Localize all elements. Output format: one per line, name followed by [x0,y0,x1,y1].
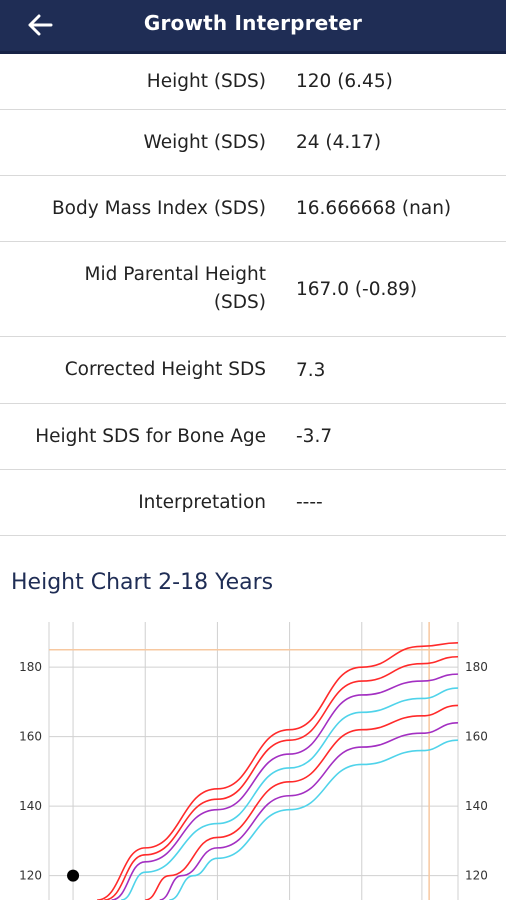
result-label: Height (SDS) [146,70,266,92]
result-value: ---- [296,492,323,513]
chart-title: Height Chart 2-18 Years [11,570,274,595]
y-tick-label-right: 160 [465,730,488,744]
result-label: Corrected Height SDS [64,359,266,380]
percentile-curve-4 [120,687,459,900]
result-value: 7.3 [296,359,326,381]
percentile-curve-7 [169,739,459,900]
result-row-height: Height (SDS) 120 (6.45) [0,54,506,110]
percentile-curve-1 [97,642,459,900]
result-row-mid-parental-height: Mid Parental Height (SDS) 167.0 (-0.89) [0,242,506,337]
y-tick-label-right: 140 [465,799,488,813]
result-label: Interpretation [138,491,266,513]
result-label: Height SDS for Bone Age [35,425,266,447]
percentile-curve-5 [145,704,459,900]
patient-height-point [67,869,80,882]
result-value: 120 (6.45) [296,71,393,92]
percentile-curve-2 [104,655,459,900]
result-label: Mid Parental Height (SDS) [84,264,266,313]
result-label: Body Mass Index (SDS) [51,197,266,219]
y-tick-label-left: 180 [19,660,42,674]
percentile-curve-3 [111,673,459,900]
page-title: Growth Interpreter [143,11,363,35]
app-bar: Growth Interpreter [0,0,506,54]
result-row-weight: Weight (SDS) 24 (4.17) [0,110,506,176]
y-tick-label-right: 120 [465,869,488,883]
result-row-corrected-height: Corrected Height SDS 7.3 [0,337,506,404]
result-row-bmi: Body Mass Index (SDS) 16.666668 (nan) [0,176,506,242]
y-tick-label-left: 140 [19,799,42,813]
back-button[interactable] [22,8,58,42]
result-value: 16.666668 (nan) [296,198,452,219]
arrow-left-icon [28,14,53,36]
percentile-curve-6 [159,721,459,900]
y-tick-label-left: 160 [19,730,42,744]
result-row-bone-age: Height SDS for Bone Age -3.7 [0,404,506,470]
y-tick-label-right: 180 [465,660,488,674]
result-label: Weight (SDS) [143,131,267,153]
result-value: 24 (4.17) [296,132,382,153]
result-value: 167.0 (-0.89) [296,278,418,300]
result-row-interpretation: Interpretation ---- [0,470,506,536]
y-tick-label-left: 120 [19,869,42,883]
result-value: -3.7 [296,426,333,447]
